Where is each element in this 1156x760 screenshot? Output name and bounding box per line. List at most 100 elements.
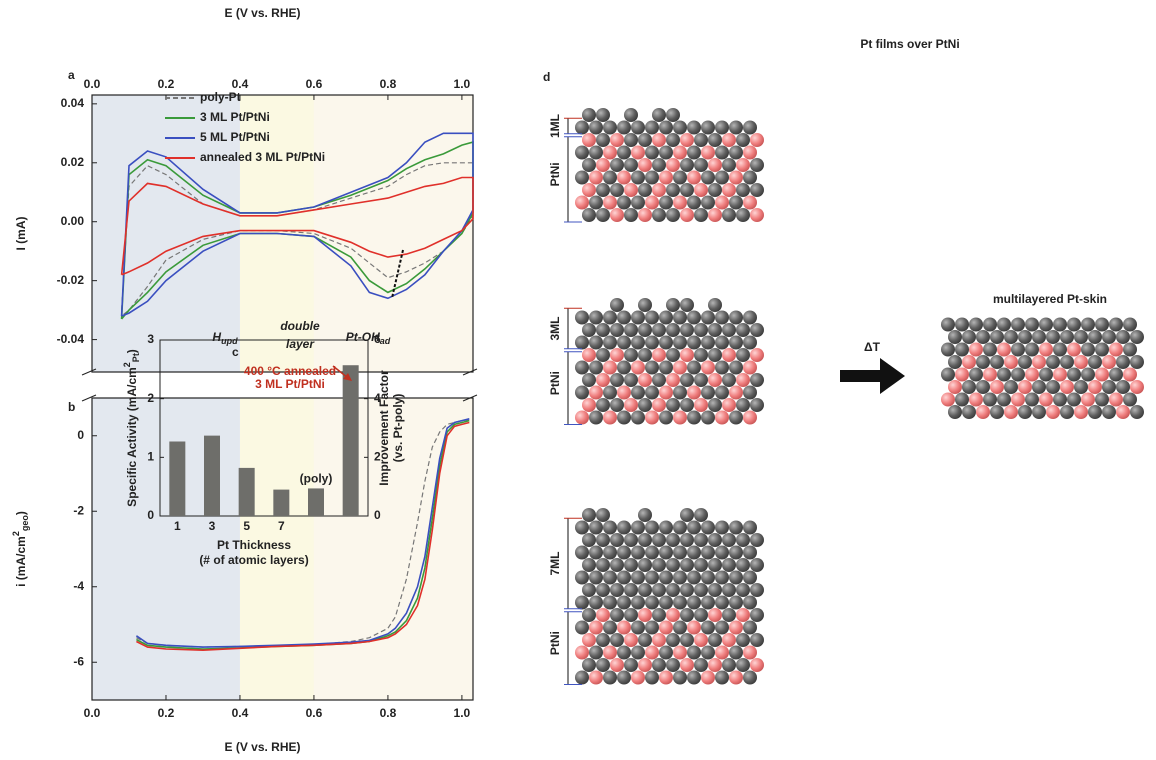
pt-atom xyxy=(1039,317,1053,332)
ni-atom xyxy=(659,620,673,635)
ni-atom xyxy=(736,158,750,172)
pt-atom xyxy=(750,323,764,337)
film-label: 1ML xyxy=(548,114,562,138)
pt-atom xyxy=(1032,405,1046,419)
pt-atom xyxy=(990,330,1004,344)
pt-atom xyxy=(582,373,596,387)
pt-atom xyxy=(659,520,673,535)
pt-atom xyxy=(736,633,750,647)
pt-atom xyxy=(962,405,976,419)
pt-atom xyxy=(708,533,722,547)
pt-atom xyxy=(603,520,617,535)
ni-atom xyxy=(1095,367,1109,382)
bar xyxy=(238,467,255,516)
pt-atom xyxy=(638,583,652,597)
ni-atom xyxy=(666,373,680,387)
ni-atom xyxy=(638,208,652,222)
pt-atom xyxy=(596,108,610,122)
pt-atom xyxy=(624,658,638,672)
ni-atom xyxy=(603,360,617,375)
ni-atom xyxy=(1004,355,1018,369)
pt-atom xyxy=(687,410,701,425)
pt-atom xyxy=(603,620,617,635)
annotation: 3 ML Pt/PtNi xyxy=(255,377,325,391)
y-axis-label: Specific Activity (mA/cm2Pt) xyxy=(122,349,141,507)
pt-atom xyxy=(1025,392,1039,407)
pt-atom xyxy=(743,620,757,635)
pt-atom xyxy=(631,620,645,635)
pt-atom xyxy=(1109,367,1123,382)
pt-atom xyxy=(1088,405,1102,419)
pt-atom xyxy=(680,373,694,387)
pt-atom xyxy=(596,558,610,572)
pt-atom xyxy=(736,398,750,412)
pt-atom xyxy=(617,595,631,610)
pt-atom xyxy=(1109,317,1123,332)
panel-label: c xyxy=(232,345,239,359)
ni-atom xyxy=(722,633,736,647)
pt-atom xyxy=(715,170,729,185)
pt-atom xyxy=(659,195,673,210)
bar xyxy=(169,441,186,516)
pt-atom xyxy=(997,392,1011,407)
pt-atom xyxy=(736,658,750,672)
pt-atom xyxy=(729,310,743,325)
pt-atom xyxy=(575,545,589,560)
pt-atom xyxy=(1053,342,1067,357)
pt-atom xyxy=(1102,405,1116,419)
pt-atom xyxy=(659,595,673,610)
series-line xyxy=(135,418,470,648)
pt-atom xyxy=(687,310,701,325)
pt-atom xyxy=(610,558,624,572)
pt-atom xyxy=(603,570,617,585)
pt-atom xyxy=(596,398,610,412)
pt-atom xyxy=(603,670,617,685)
pt-atom xyxy=(694,208,708,222)
pt-atom xyxy=(575,570,589,585)
pt-atom xyxy=(750,608,764,622)
ni-atom xyxy=(624,633,638,647)
shaded-region xyxy=(239,398,314,700)
ni-atom xyxy=(1011,392,1025,407)
pt-atom xyxy=(638,533,652,547)
pt-atom xyxy=(659,335,673,350)
ni-atom xyxy=(1081,392,1095,407)
pt-atom xyxy=(701,410,715,425)
result-label: multilayered Pt-skin xyxy=(993,292,1107,306)
pt-atom xyxy=(638,633,652,647)
pt-atom xyxy=(645,670,659,685)
x-tick-label: 3 xyxy=(209,519,216,533)
ni-atom xyxy=(687,385,701,400)
pt-atom xyxy=(1011,342,1025,357)
y2-tick-label: 4 xyxy=(374,391,381,405)
pt-atom xyxy=(589,570,603,585)
pt-atom xyxy=(603,385,617,400)
pt-atom xyxy=(645,360,659,375)
pt-atom xyxy=(1116,355,1130,369)
x-tick-label: 0.4 xyxy=(232,706,249,720)
pt-atom xyxy=(729,595,743,610)
pt-atom xyxy=(659,310,673,325)
pt-atom xyxy=(729,145,743,160)
pt-atom xyxy=(645,310,659,325)
pt-atom xyxy=(596,133,610,147)
pt-atom xyxy=(750,633,764,647)
x-axis-label: Pt Thickness xyxy=(217,538,291,552)
pt-atom xyxy=(736,583,750,597)
pt-atom xyxy=(990,405,1004,419)
pt-atom xyxy=(1046,355,1060,369)
panel-label: b xyxy=(68,400,75,414)
pt-atom xyxy=(666,583,680,597)
pt-atom xyxy=(1067,367,1081,382)
ni-atom xyxy=(1039,342,1053,357)
pt-atom xyxy=(948,355,962,369)
ni-atom xyxy=(638,373,652,387)
pt-atom xyxy=(645,620,659,635)
pt-atom xyxy=(624,608,638,622)
pt-atom xyxy=(666,323,680,337)
pt-atom xyxy=(645,120,659,135)
ni-atom xyxy=(624,183,638,197)
pt-atom xyxy=(610,608,624,622)
ni-atom xyxy=(589,670,603,685)
pt-atom xyxy=(997,367,1011,382)
